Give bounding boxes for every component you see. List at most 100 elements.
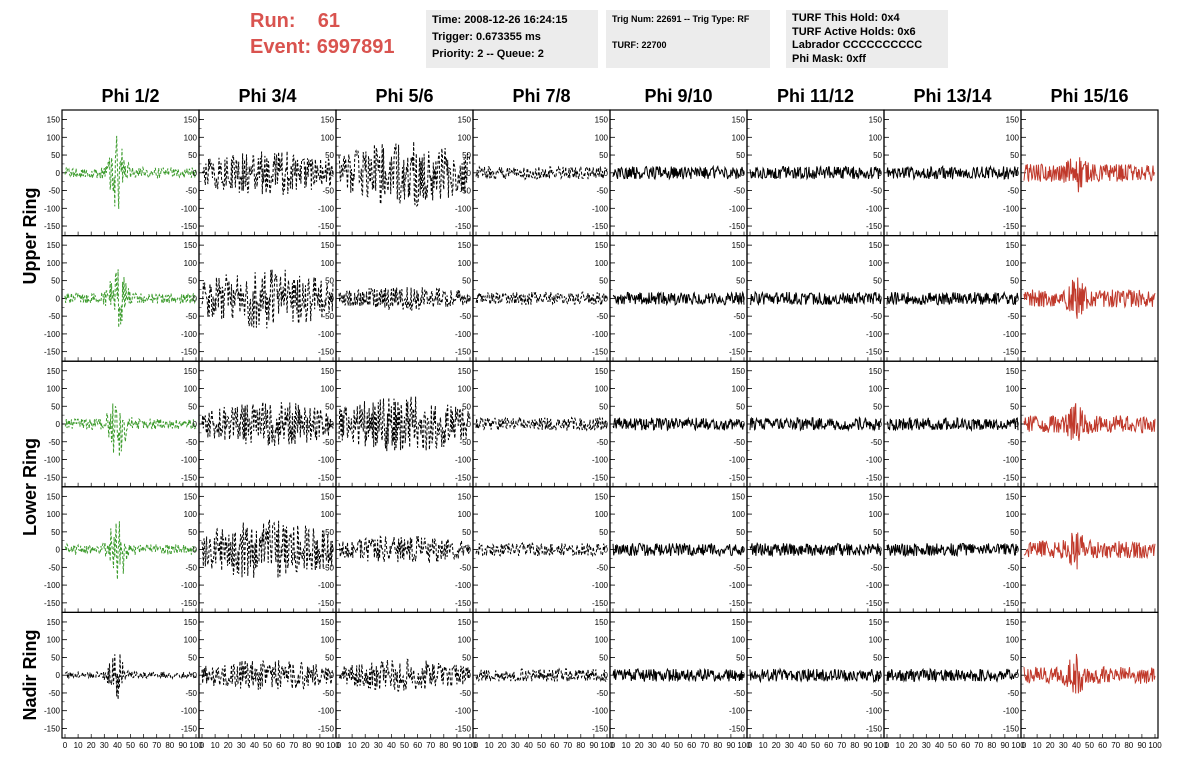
waveform-r3-c8 xyxy=(1023,403,1156,441)
y-tick-label: -100 xyxy=(44,581,61,590)
y-tick-label: 50 xyxy=(599,528,608,537)
y-tick-label: 50 xyxy=(1010,277,1019,286)
y-tick-label: -50 xyxy=(322,187,334,196)
y-tick-label: 150 xyxy=(595,116,609,125)
x-tick-label: 80 xyxy=(1124,741,1133,750)
y-tick-label: 50 xyxy=(51,151,60,160)
y-tick-label: 50 xyxy=(188,528,197,537)
y-tick-label: 150 xyxy=(458,367,472,376)
y-tick-label: 50 xyxy=(1010,402,1019,411)
y-tick-label: -100 xyxy=(318,581,335,590)
y-tick-label: 100 xyxy=(869,510,883,519)
waveform-r5-c7 xyxy=(886,667,1019,683)
x-tick-label: 90 xyxy=(726,741,735,750)
waveform-r5-c3 xyxy=(338,658,471,692)
x-tick-label: 70 xyxy=(1111,741,1120,750)
run-value: 61 xyxy=(317,10,341,32)
y-tick-label: 150 xyxy=(1006,241,1020,250)
y-tick-label: -150 xyxy=(592,348,609,357)
x-tick-label: 70 xyxy=(563,741,572,750)
waveform-r3-c7 xyxy=(886,416,1019,432)
waveform-r1-c4 xyxy=(475,165,608,181)
waveform-r1-c5 xyxy=(612,164,745,181)
y-tick-label: -100 xyxy=(455,330,472,339)
turf-active-holds-text: TURF Active Holds: 0x6 xyxy=(792,25,916,38)
y-tick-label: 100 xyxy=(732,636,746,645)
y-tick-label: 0 xyxy=(604,169,609,178)
x-tick-label: 50 xyxy=(674,741,683,750)
y-tick-label: -100 xyxy=(1003,581,1020,590)
y-tick-label: -150 xyxy=(455,599,472,608)
waveform-r1-c1 xyxy=(64,135,197,209)
y-tick-label: -150 xyxy=(1003,724,1020,733)
column-title-1: Phi 1/2 xyxy=(101,86,160,106)
x-tick-label: 60 xyxy=(687,741,696,750)
y-tick-label: 100 xyxy=(321,636,335,645)
y-tick-label: -50 xyxy=(185,563,197,572)
y-tick-label: 0 xyxy=(56,671,61,680)
y-tick-label: -150 xyxy=(44,724,61,733)
x-tick-label: 100 xyxy=(1011,741,1025,750)
event-label: Event: xyxy=(250,36,312,58)
y-tick-label: 100 xyxy=(869,133,883,142)
x-tick-label: 80 xyxy=(850,741,859,750)
waveform-r2-c1 xyxy=(64,269,197,328)
y-tick-label: 0 xyxy=(56,546,61,555)
y-tick-label: -100 xyxy=(181,204,198,213)
y-tick-label: -50 xyxy=(870,312,882,321)
waveform-r4-c4 xyxy=(475,541,608,558)
y-tick-label: 100 xyxy=(321,385,335,394)
y-tick-label: 150 xyxy=(732,116,746,125)
waveform-r5-c2 xyxy=(201,660,334,690)
y-tick-label: -50 xyxy=(870,563,882,572)
y-tick-label: -50 xyxy=(1007,187,1019,196)
y-tick-label: 150 xyxy=(732,492,746,501)
y-tick-label: 150 xyxy=(732,367,746,376)
x-tick-label: 0 xyxy=(611,741,616,750)
column-title-7: Phi 13/14 xyxy=(913,86,992,106)
y-tick-label: 150 xyxy=(458,116,472,125)
time-info-box: Time: 2008-12-26 16:24:15 Trigger: 0.673… xyxy=(426,10,598,68)
x-tick-label: 10 xyxy=(759,741,768,750)
y-tick-label: -100 xyxy=(44,204,61,213)
x-tick-label: 70 xyxy=(152,741,161,750)
y-tick-label: 100 xyxy=(732,385,746,394)
y-tick-label: 0 xyxy=(604,420,609,429)
column-title-2: Phi 3/4 xyxy=(238,86,297,106)
priority-text: Priority: 2 -- Queue: 2 xyxy=(432,48,544,60)
x-tick-label: 0 xyxy=(474,741,479,750)
y-tick-label: -50 xyxy=(185,187,197,196)
y-tick-label: -150 xyxy=(866,348,883,357)
y-tick-label: -50 xyxy=(48,438,60,447)
y-tick-label: -150 xyxy=(44,599,61,608)
y-tick-label: 0 xyxy=(193,546,198,555)
y-tick-label: 100 xyxy=(595,259,609,268)
x-tick-label: 50 xyxy=(263,741,272,750)
x-tick-label: 90 xyxy=(863,741,872,750)
y-tick-label: 0 xyxy=(56,169,61,178)
x-tick-label: 30 xyxy=(374,741,383,750)
y-tick-label: 0 xyxy=(467,546,472,555)
x-tick-label: 40 xyxy=(1072,741,1081,750)
y-tick-label: 150 xyxy=(595,367,609,376)
y-tick-label: -150 xyxy=(866,724,883,733)
y-tick-label: -150 xyxy=(181,599,198,608)
x-tick-label: 40 xyxy=(387,741,396,750)
x-tick-label: 20 xyxy=(909,741,918,750)
y-tick-label: -150 xyxy=(866,222,883,231)
y-tick-label: -100 xyxy=(455,707,472,716)
y-tick-label: -150 xyxy=(318,599,335,608)
waveform-r3-c2 xyxy=(201,401,334,446)
y-tick-label: 50 xyxy=(462,653,471,662)
y-tick-label: 150 xyxy=(595,618,609,627)
waveform-r4-c1 xyxy=(64,521,197,580)
y-tick-label: 100 xyxy=(1006,259,1020,268)
y-tick-label: -50 xyxy=(1007,563,1019,572)
x-tick-label: 100 xyxy=(600,741,614,750)
y-tick-label: 50 xyxy=(873,653,882,662)
trigger-text: Trigger: 0.673355 ms xyxy=(432,31,541,43)
y-tick-label: -100 xyxy=(1003,707,1020,716)
x-tick-label: 20 xyxy=(1046,741,1055,750)
y-tick-label: -100 xyxy=(455,456,472,465)
y-tick-label: -100 xyxy=(318,707,335,716)
